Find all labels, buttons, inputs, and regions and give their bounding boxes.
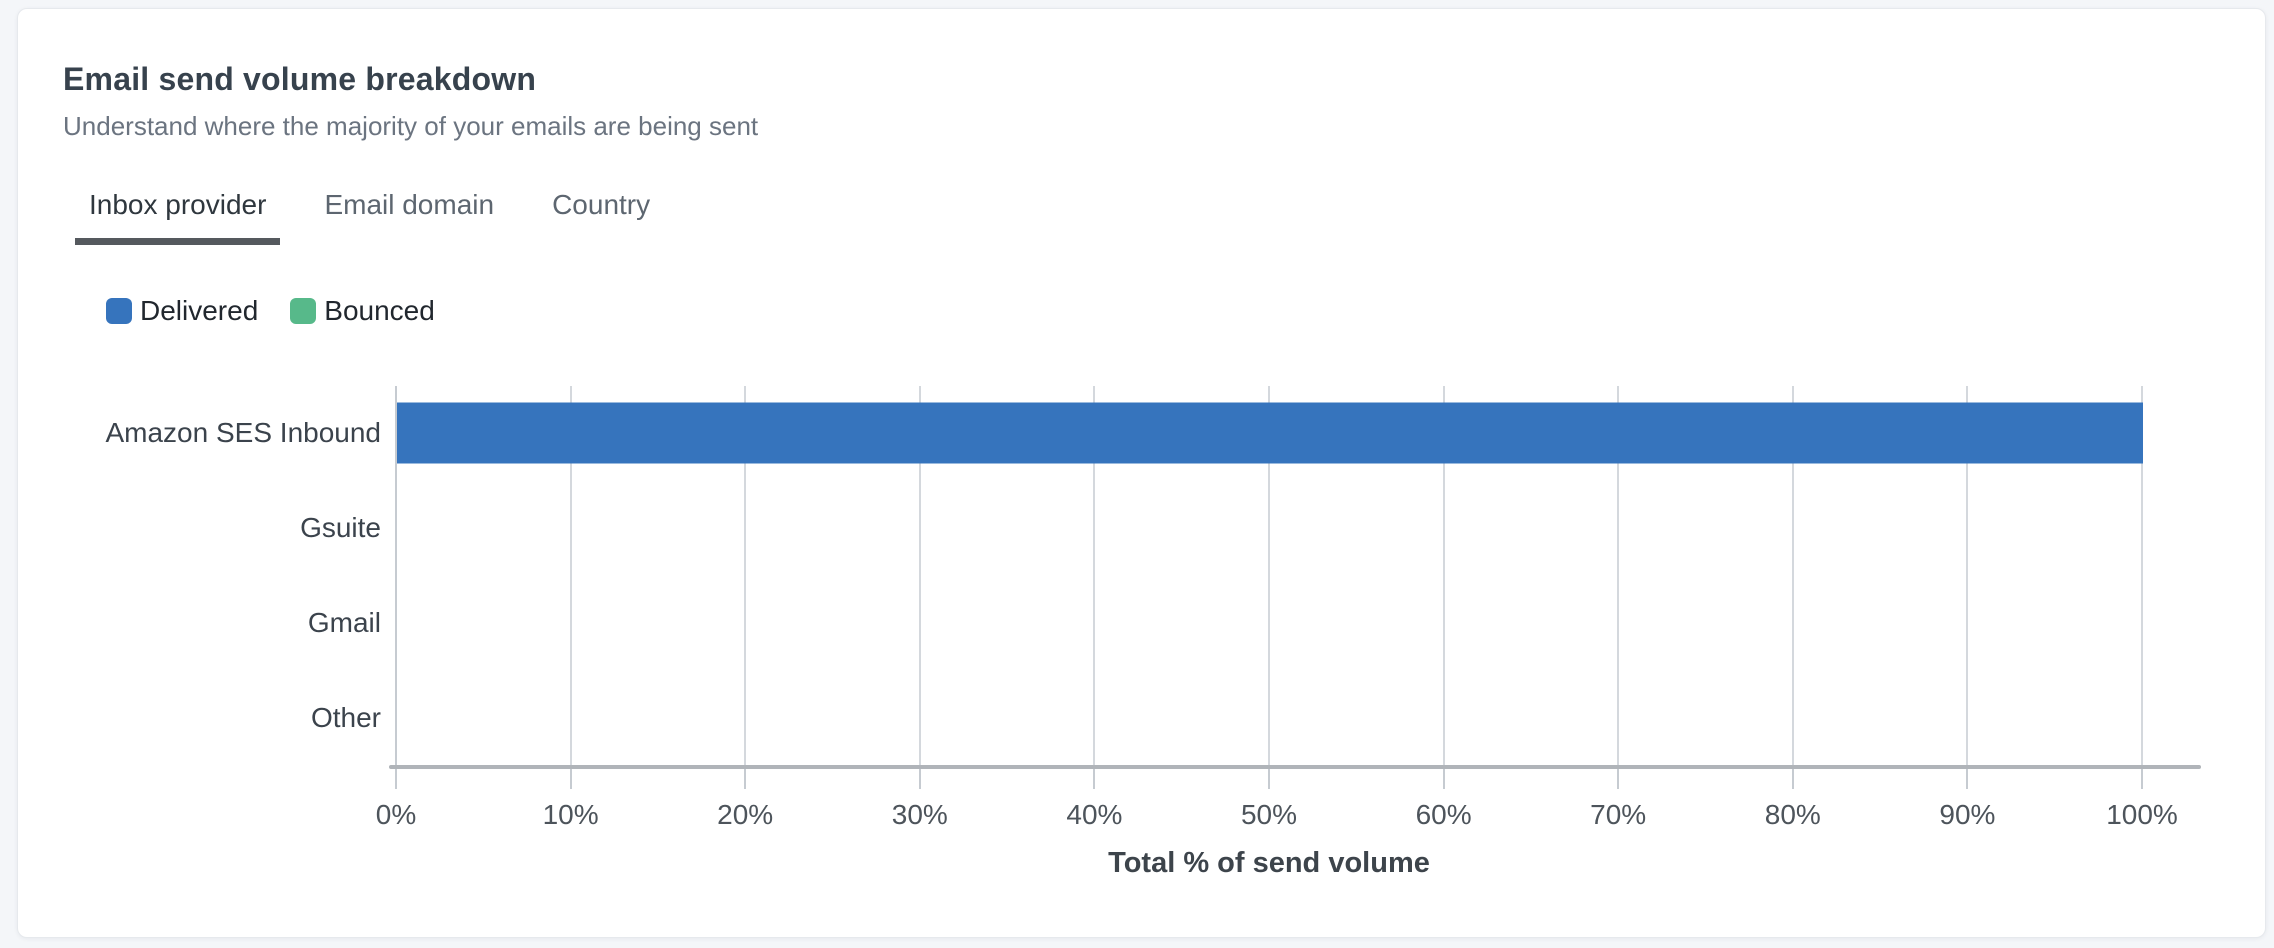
gridline [2141,386,2143,765]
card-subtitle: Understand where the majority of your em… [63,111,759,141]
x-tick-mark [569,769,572,789]
x-tick-mark [918,769,921,789]
x-tick-mark [1966,769,1969,789]
x-tick-label: 10% [542,799,599,830]
delivered-swatch-icon [106,298,132,324]
category-label: Gmail [307,606,381,638]
x-tick-label: 40% [1066,799,1123,830]
bounced-swatch-icon [290,298,317,324]
plot-area [395,386,2143,789]
category-label: Amazon SES Inbound [105,417,381,449]
x-axis-title: Total % of send volume [1108,847,1430,879]
gridline [1791,386,1794,765]
bar-delivered[interactable] [397,402,2143,464]
gridline [569,386,572,765]
bar-row [396,576,2142,671]
x-tick-mark [2141,769,2143,789]
legend-label: Bounced [324,295,435,326]
tab-inbox-provider[interactable]: Inbox provider [75,189,281,245]
x-tick-label: 100% [2106,799,2178,830]
x-tick-label: 20% [717,799,774,830]
card-title: Email send volume breakdown [63,61,537,97]
category-label: Other [310,701,381,733]
x-tick-label: 30% [891,799,948,830]
gridline [1442,386,1445,765]
bar-row [396,481,2142,576]
chart-legend: Delivered Bounced [106,295,435,327]
legend-item-bounced[interactable]: Bounced [290,295,435,327]
tab-email-domain[interactable]: Email domain [324,189,495,220]
gridline [744,386,747,765]
legend-item-delivered[interactable]: Delivered [106,295,258,327]
y-axis-category-labels: Amazon SES Inbound Gsuite Gmail Other [63,386,381,765]
gridline [1093,386,1096,765]
x-axis-line [389,765,2201,769]
x-tick-mark [744,769,747,789]
x-tick-label: 90% [1939,799,1996,830]
category-label: Gsuite [300,512,381,544]
x-tick-mark [395,769,397,789]
x-tick-label: 70% [1590,799,1647,830]
x-tick-mark [1268,769,1270,789]
x-tick-mark [1093,769,1096,789]
x-tick-mark [1442,769,1445,789]
x-tick-label: 80% [1764,799,1821,830]
x-axis-tick-labels: 0% 10% 20% 30% 40% 50% 60% 70% 80% 90% 100% [376,799,2178,833]
gridline [1617,386,1620,765]
x-tick-label: 50% [1240,799,1298,830]
bar-row [396,670,2142,765]
breakdown-tabs: Inbox provider Email domain Country [75,189,664,245]
x-tick-label: 0% [375,799,417,830]
email-send-volume-card: Email send volume breakdown Understand w… [17,8,2266,938]
gridline [1966,386,1969,765]
y-axis-gridline [395,386,397,765]
legend-label: Delivered [140,295,259,326]
x-tick-mark [1617,769,1620,789]
tab-country[interactable]: Country [552,189,651,220]
x-tick-mark [1791,769,1794,789]
gridline [1268,386,1270,765]
bar-row [396,386,2143,481]
x-tick-label: 60% [1415,799,1472,830]
gridline [918,386,921,765]
